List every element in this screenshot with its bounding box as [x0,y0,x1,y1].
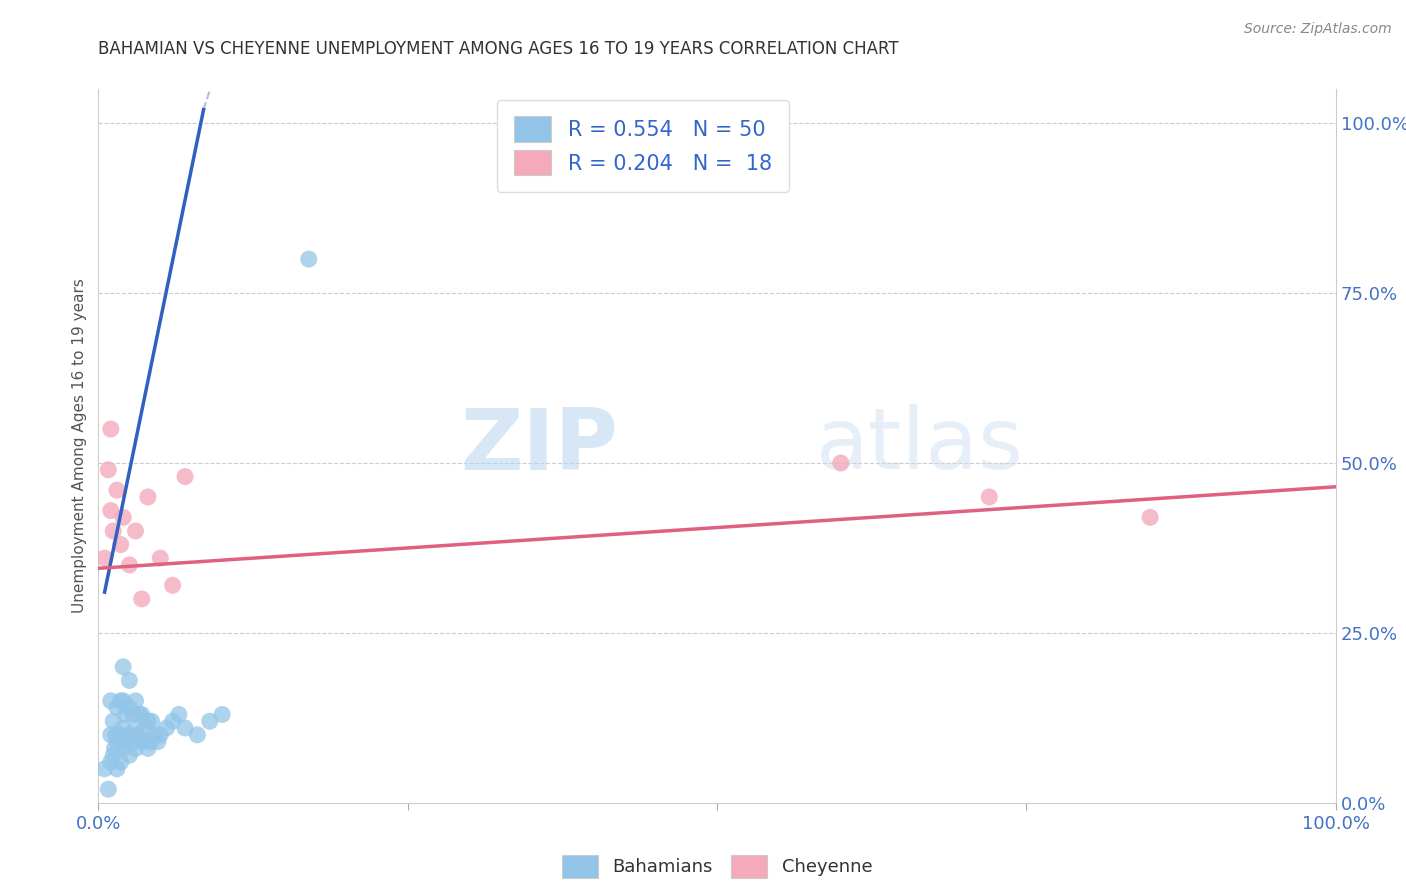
Point [103,748,125,763]
Text: BAHAMIAN VS CHEYENNE UNEMPLOYMENT AMONG AGES 16 TO 19 YEARS CORRELATION CHART: BAHAMIAN VS CHEYENNE UNEMPLOYMENT AMONG … [98,40,898,58]
Text: ZIP: ZIP [460,404,619,488]
Point [298,252,321,266]
Point [149,551,172,566]
Point [93,551,115,566]
Point [162,578,184,592]
Point [112,741,135,756]
Point [118,748,141,763]
Y-axis label: Unemployment Among Ages 16 to 19 years: Unemployment Among Ages 16 to 19 years [72,278,87,614]
Point [136,741,159,756]
Point [100,755,122,769]
Point [122,734,145,748]
Point [97,463,120,477]
Point [124,524,146,538]
Point [167,707,190,722]
Point [174,469,197,483]
Point [118,728,141,742]
Point [105,734,128,748]
Point [104,728,127,742]
Point [122,707,145,722]
Point [110,537,132,551]
Point [112,660,135,674]
Point [136,714,159,729]
Point [93,762,115,776]
Point [114,707,136,722]
Point [174,721,197,735]
Point [118,558,141,572]
Point [131,734,153,748]
Point [134,721,156,735]
Point [100,422,122,436]
Point [141,714,163,729]
Point [155,721,177,735]
Point [124,721,146,735]
Point [100,728,122,742]
Point [103,524,125,538]
Text: Source: ZipAtlas.com: Source: ZipAtlas.com [1244,22,1392,37]
Point [136,490,159,504]
Point [128,707,150,722]
Point [124,741,146,756]
Point [131,591,153,606]
Point [100,503,122,517]
Point [162,714,184,729]
Point [186,728,208,742]
Point [139,734,162,748]
Point [149,728,172,742]
Point [105,700,128,714]
Point [112,510,135,524]
Point [112,721,135,735]
Point [118,673,141,688]
Point [110,728,132,742]
Point [112,694,135,708]
Point [105,483,128,498]
Point [124,694,146,708]
Point [211,707,233,722]
Point [979,490,1001,504]
Point [143,728,166,742]
Point [110,755,132,769]
Point [100,694,122,708]
Point [127,728,149,742]
Point [103,714,125,729]
Point [118,700,141,714]
Point [114,734,136,748]
Text: atlas: atlas [815,404,1024,488]
Point [131,707,153,722]
Point [105,762,128,776]
Point [198,714,221,729]
Point [1139,510,1161,524]
Point [146,734,169,748]
Legend: Bahamians, Cheyenne: Bahamians, Cheyenne [553,847,882,887]
Point [830,456,852,470]
Point [110,694,132,708]
Point [97,782,120,797]
Point [103,741,125,756]
